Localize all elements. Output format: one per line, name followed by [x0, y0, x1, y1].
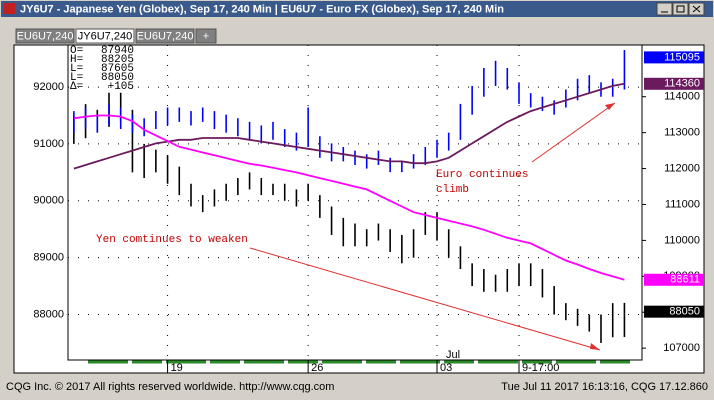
info-value: 88050 — [101, 72, 134, 84]
arrow-head — [605, 103, 615, 110]
price-marker-label: 115095 — [664, 51, 700, 63]
y2-tick-label: 107000 — [663, 342, 700, 354]
footer-right: Tue Jul 11 2017 16:13:16, CQG 17.12.860 — [501, 381, 708, 393]
tab[interactable] — [75, 28, 135, 44]
y2-tick-label: 113000 — [664, 127, 700, 139]
window-button-glyphs — [661, 5, 701, 13]
month-label: Jul — [446, 349, 460, 361]
tab-label: + — [203, 30, 209, 42]
tab-bar: EU6U7,240 JY6U7,240 EU6U7,240 + — [15, 28, 217, 44]
y2-tick-label: 110000 — [664, 234, 700, 246]
maximize-button[interactable] — [672, 2, 689, 16]
info-value: 87940 — [101, 45, 134, 57]
info-value: +105 — [108, 81, 134, 93]
footer-left: CQG Inc. © 2017 All rights reserved worl… — [6, 381, 334, 393]
price-marker — [644, 273, 704, 286]
tab-label: JY6U7,240 — [78, 30, 132, 42]
annotation: climb — [436, 184, 469, 196]
title-bar — [1, 1, 713, 17]
price-marker — [644, 77, 704, 90]
status-bar — [0, 378, 714, 400]
moving-average — [73, 114, 625, 281]
info-label: O= — [70, 45, 83, 57]
y2-tick-label: 114000 — [664, 91, 700, 103]
tab-label: EU6U7,240 — [137, 30, 194, 42]
annotation: Euro continues — [436, 169, 528, 181]
annotation: Yen comtinues to weaken — [96, 234, 248, 246]
arrow-yen — [249, 247, 601, 351]
x-tick-label: 9-17:00 — [522, 362, 559, 374]
y-tick-label: 89000 — [33, 252, 64, 264]
price-marker — [644, 305, 704, 318]
y2-tick-label: 112000 — [664, 162, 700, 174]
minimize-button[interactable] — [656, 2, 673, 16]
info-value: 88205 — [101, 54, 134, 66]
app-icon — [4, 3, 15, 14]
tab[interactable] — [195, 28, 217, 44]
y-tick-label: 90000 — [33, 195, 64, 207]
tab[interactable] — [135, 28, 195, 44]
info-value: 87605 — [101, 63, 134, 75]
x-tick-label: 26 — [311, 362, 323, 374]
y2-tick-label: 111000 — [665, 198, 700, 210]
y-tick-label: 88000 — [33, 308, 64, 320]
info-label: L= — [70, 63, 83, 75]
info-label: L= — [70, 72, 83, 84]
tab[interactable] — [15, 28, 75, 44]
info-label: H= — [70, 54, 83, 66]
arrow-head — [590, 343, 600, 350]
moving-average — [73, 82, 625, 170]
window-title: JY6U7 - Japanese Yen (Globex), Sep 17, 2… — [20, 3, 504, 15]
x-tick-label: 03 — [440, 362, 452, 374]
y-tick-label: 92000 — [33, 81, 64, 93]
tab-label: EU6U7,240 — [17, 30, 74, 42]
arrow-euro — [531, 102, 616, 163]
x-tick-label: 19 — [171, 362, 183, 374]
plot-area — [67, 44, 643, 361]
price-marker-label: 88611 — [670, 274, 700, 286]
info-label: Δ= — [70, 81, 83, 93]
plot: O= 87940 H= 88205 L= 87605 L= 88050 Δ= +105 88000 8… — [33, 45, 704, 374]
price-marker — [644, 51, 704, 64]
y-tick-label: 91000 — [33, 138, 64, 150]
price-marker-label: 114360 — [664, 78, 700, 90]
price-marker-label: 88050 — [669, 306, 700, 318]
